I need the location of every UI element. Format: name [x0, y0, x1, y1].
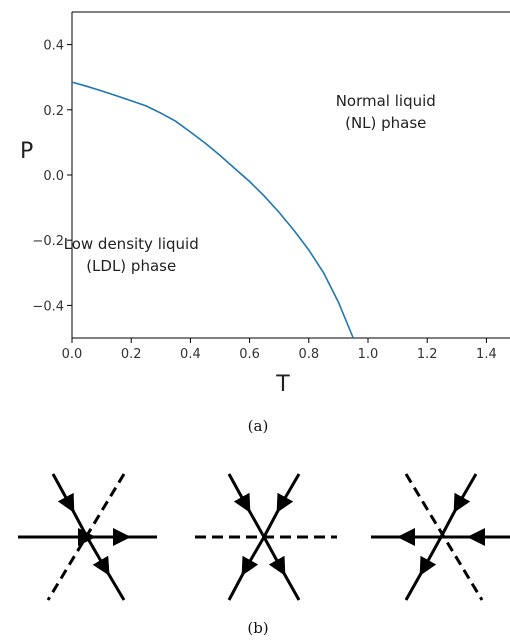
- y-tick-label: −0.4: [32, 299, 64, 314]
- x-tick-label: 1.2: [417, 347, 438, 362]
- edge-upper-left-in: [51, 473, 89, 538]
- y-tick-label: −0.2: [32, 234, 64, 249]
- edge-upper-right-in: [262, 473, 301, 538]
- edge-lower-right-out: [85, 536, 126, 601]
- phase-diagram-chart: 0.0 0.2 0.4 0.6 0.8 1.0 1.2 1.4 −0.4−0.20.00.20…: [20, 11, 510, 397]
- vertex-diagram-3: [371, 473, 510, 601]
- edge-dashed: [46, 473, 126, 601]
- x-axis-label: T: [275, 372, 290, 397]
- y-tick-label: 0.2: [43, 104, 64, 119]
- x-tick-label: 1.4: [476, 347, 497, 362]
- y-ticks: −0.4 −0.2 0.0 0.2 0.4: [32, 39, 72, 314]
- edge-lower-left-out: [404, 536, 443, 601]
- region-label: (LDL) phase: [86, 257, 176, 275]
- vertex-diagram-2: [195, 473, 337, 601]
- caption-a: (a): [248, 417, 269, 435]
- series-lines: [71, 81, 354, 339]
- x-tick-label: 0.6: [239, 347, 260, 362]
- region-label: Normal liquid: [336, 92, 436, 110]
- caption-b: (b): [247, 619, 268, 637]
- x-ticks: 0.0 0.2 0.4 0.6 0.8 1.0 1.2 1.4: [62, 338, 497, 362]
- y-tick-label: 0.0: [43, 169, 64, 184]
- y-tick-label: 0.4: [43, 39, 64, 54]
- edge-upper-right-in: [439, 473, 478, 538]
- edge-upper-left-in: [227, 473, 266, 538]
- x-tick-label: 0.4: [180, 347, 201, 362]
- edge-dashed: [404, 473, 484, 601]
- region-label: Low density liquid: [64, 235, 199, 253]
- edge-lower-left-out: [227, 536, 266, 601]
- x-tick-label: 0.8: [298, 347, 319, 362]
- x-tick-label: 1.0: [358, 347, 379, 362]
- vertex-diagram-1: [18, 473, 157, 601]
- x-tick-label: 0.0: [62, 347, 83, 362]
- region-annotations: Normal liquid (NL) phase Low density liqui…: [64, 92, 436, 275]
- edge-lower-right-out: [262, 536, 301, 601]
- region-label: (NL) phase: [345, 114, 426, 132]
- y-axis-label: P: [20, 139, 33, 164]
- x-tick-label: 0.2: [121, 347, 142, 362]
- series-line: [71, 81, 354, 339]
